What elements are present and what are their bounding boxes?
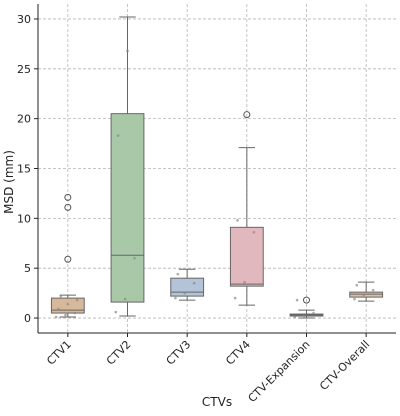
outlier-point <box>64 255 72 263</box>
axes: 0 5 10 15 20 25 30 CTV1 CTV2 CTV3 CTV4CTV-Expansio… <box>17 4 396 405</box>
box-iqr <box>50 297 85 314</box>
y-tick-label: 10 <box>17 212 31 225</box>
outlier-point <box>243 111 251 119</box>
box-iqr <box>170 277 205 297</box>
y-tick-label: 15 <box>17 163 31 176</box>
data-point <box>371 288 375 292</box>
x-axis-label: CTVs <box>202 395 232 409</box>
x-tick-label: CTV1 <box>44 338 74 368</box>
data-point <box>183 291 187 295</box>
box-group-ctv1 <box>50 193 85 319</box>
outlier-point <box>303 296 310 304</box>
box-group-ctv-expansion <box>289 296 324 319</box>
y-tick-label: 20 <box>17 113 31 126</box>
box-plots <box>50 16 384 319</box>
y-tick-label: 30 <box>17 13 31 26</box>
data-point <box>59 294 63 298</box>
box-iqr <box>110 113 145 303</box>
data-point <box>54 315 58 319</box>
data-point <box>362 293 366 297</box>
x-tick-label: CTV2 <box>104 338 134 368</box>
data-point <box>236 219 239 222</box>
data-point <box>174 296 177 300</box>
outlier-point <box>64 203 72 211</box>
outlier-point <box>64 193 72 201</box>
data-point <box>66 302 70 306</box>
data-point <box>114 310 118 314</box>
x-tick-label: CTV3 <box>164 338 194 368</box>
x-tick-label: CTV4 <box>223 338 253 368</box>
x-tick-label: CTV-Overall <box>317 338 372 393</box>
data-point <box>57 307 60 311</box>
data-point <box>176 272 180 276</box>
grid-lines <box>38 4 396 333</box>
y-axis-label: MSD (mm) <box>2 150 16 214</box>
data-point <box>64 313 67 317</box>
data-point <box>312 311 315 315</box>
y-tick-label: 25 <box>17 63 31 76</box>
data-point <box>73 311 77 315</box>
data-point <box>75 298 79 302</box>
data-point <box>192 281 196 285</box>
data-point <box>295 298 299 302</box>
box-group-ctv-overall <box>349 281 384 302</box>
data-point <box>116 134 120 137</box>
data-point <box>123 297 127 301</box>
data-point <box>355 283 359 287</box>
box-group-ctv3 <box>170 268 205 301</box>
data-point <box>293 315 297 319</box>
y-tick-label: 0 <box>24 312 31 325</box>
data-point <box>243 280 246 284</box>
x-tick-label: CTV-Expansion <box>246 338 313 405</box>
data-point <box>126 49 129 53</box>
y-tick-label: 5 <box>24 262 31 275</box>
box-group-ctv4 <box>229 111 264 306</box>
data-point <box>233 296 237 300</box>
data-point <box>252 231 256 234</box>
data-point <box>353 297 356 301</box>
box-iqr <box>229 226 264 287</box>
data-point <box>133 256 136 260</box>
data-point <box>302 314 306 318</box>
box-group-ctv2 <box>110 16 145 317</box>
